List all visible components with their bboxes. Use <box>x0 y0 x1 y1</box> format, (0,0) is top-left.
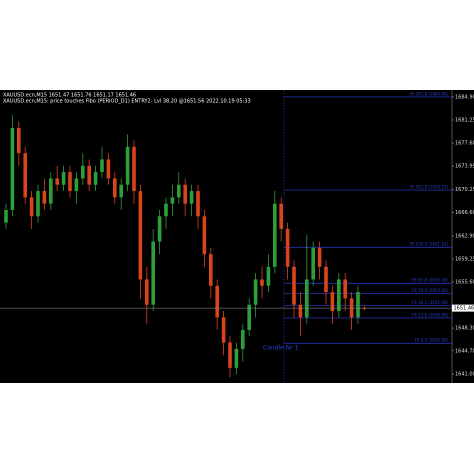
candle-body <box>298 304 303 318</box>
candle-body <box>215 285 219 318</box>
candle-body <box>61 172 66 185</box>
candle-body <box>183 184 187 204</box>
fibo-level-label: FE 0.0 (1645.90) <box>415 338 449 343</box>
candle-body <box>55 178 59 185</box>
chart-title: XAUUSD.ecn,M15 1651.47 1651.76 1651.17 1… <box>3 93 136 99</box>
y-tick-label: 1641.00 <box>455 372 474 378</box>
candle-body <box>196 191 200 217</box>
candle-body <box>74 178 79 192</box>
candle-body <box>241 329 245 349</box>
candle-body <box>100 159 104 173</box>
y-tick-label: 1684.90 <box>455 94 474 100</box>
fibo-level-label: FE 50.0 (1653.80) <box>412 288 448 293</box>
candle-body <box>87 165 91 185</box>
candle-body <box>132 146 136 192</box>
candle-body <box>157 216 162 242</box>
y-tick-label: 1662.90 <box>455 233 474 239</box>
fibo-level-label: FE 23.6 (1649.90) <box>412 312 448 317</box>
candle-body <box>317 247 322 267</box>
candle-body <box>49 178 53 204</box>
candle-body <box>119 184 123 198</box>
candle-body <box>292 266 296 305</box>
candle-body <box>362 308 367 309</box>
candle-body <box>10 127 15 210</box>
candle-body <box>151 241 155 305</box>
fibo-level-label: FE 100.0 (1661.10) <box>410 242 449 247</box>
fibo-level-label: FE 61.8 (1655.40) <box>412 278 448 283</box>
candle-body <box>138 191 143 280</box>
candle-body <box>279 203 283 229</box>
candle-body <box>234 348 239 368</box>
y-tick-label: 1655.60 <box>455 279 474 285</box>
y-tick-label: 1659.25 <box>455 256 474 262</box>
candle-body <box>221 317 226 343</box>
candle-body <box>23 153 27 198</box>
candle-body <box>202 216 207 255</box>
candle-body <box>113 178 117 198</box>
candle-body <box>68 172 72 192</box>
y-tick-label: 1648.30 <box>455 326 474 332</box>
candle-body <box>305 279 309 318</box>
price-marker <box>452 304 474 312</box>
candle-body <box>4 209 8 223</box>
candle-body <box>337 279 341 312</box>
chart-subtitle: XAUUSD.ecn,M15: price touches Fibo (PERI… <box>3 99 251 105</box>
candle-body <box>189 191 194 204</box>
y-tick-label: 1644.70 <box>455 348 474 354</box>
y-tick-label: 1677.60 <box>455 141 474 147</box>
candle-body <box>145 279 149 305</box>
candle-body <box>42 191 47 204</box>
candle-body <box>17 127 21 154</box>
candle-body <box>330 292 335 312</box>
candle-body <box>285 228 290 267</box>
candle-body <box>170 197 175 204</box>
annotation: Candle Nr 1 <box>263 345 299 352</box>
candle-body <box>125 146 130 185</box>
candle-body <box>36 191 40 217</box>
candle-body <box>81 165 85 179</box>
candle-body <box>311 247 315 280</box>
y-tick-label: 1666.60 <box>455 210 474 216</box>
y-tick-label: 1681.25 <box>455 117 474 123</box>
candle-body <box>324 266 328 293</box>
candle-body <box>356 292 360 318</box>
candle-body <box>253 279 258 305</box>
price-marker-label: 1651.46 <box>454 306 474 312</box>
fibo-level-label: FE 261.8 (1684.90) <box>410 91 449 96</box>
candle-body <box>228 342 232 368</box>
candle-body <box>93 172 98 185</box>
fibo-level-label: FE 38.2 (1651.90) <box>412 300 448 305</box>
candle-body <box>209 254 213 286</box>
candle-body <box>29 197 34 217</box>
fibo-level-label: FE 161.8 (1670.15) <box>410 185 449 190</box>
candle-body <box>177 184 181 198</box>
y-tick-label: 1673.95 <box>455 164 474 170</box>
candle-body <box>247 304 251 330</box>
candle-body <box>164 203 168 217</box>
candle-body <box>106 159 111 179</box>
candle-body <box>266 266 271 286</box>
candle-body <box>260 279 264 286</box>
candle-body <box>343 279 347 299</box>
candle-body <box>349 298 354 318</box>
chart-background <box>0 90 474 383</box>
y-tick-label: 1670.25 <box>455 187 474 193</box>
candle-body <box>273 203 277 267</box>
